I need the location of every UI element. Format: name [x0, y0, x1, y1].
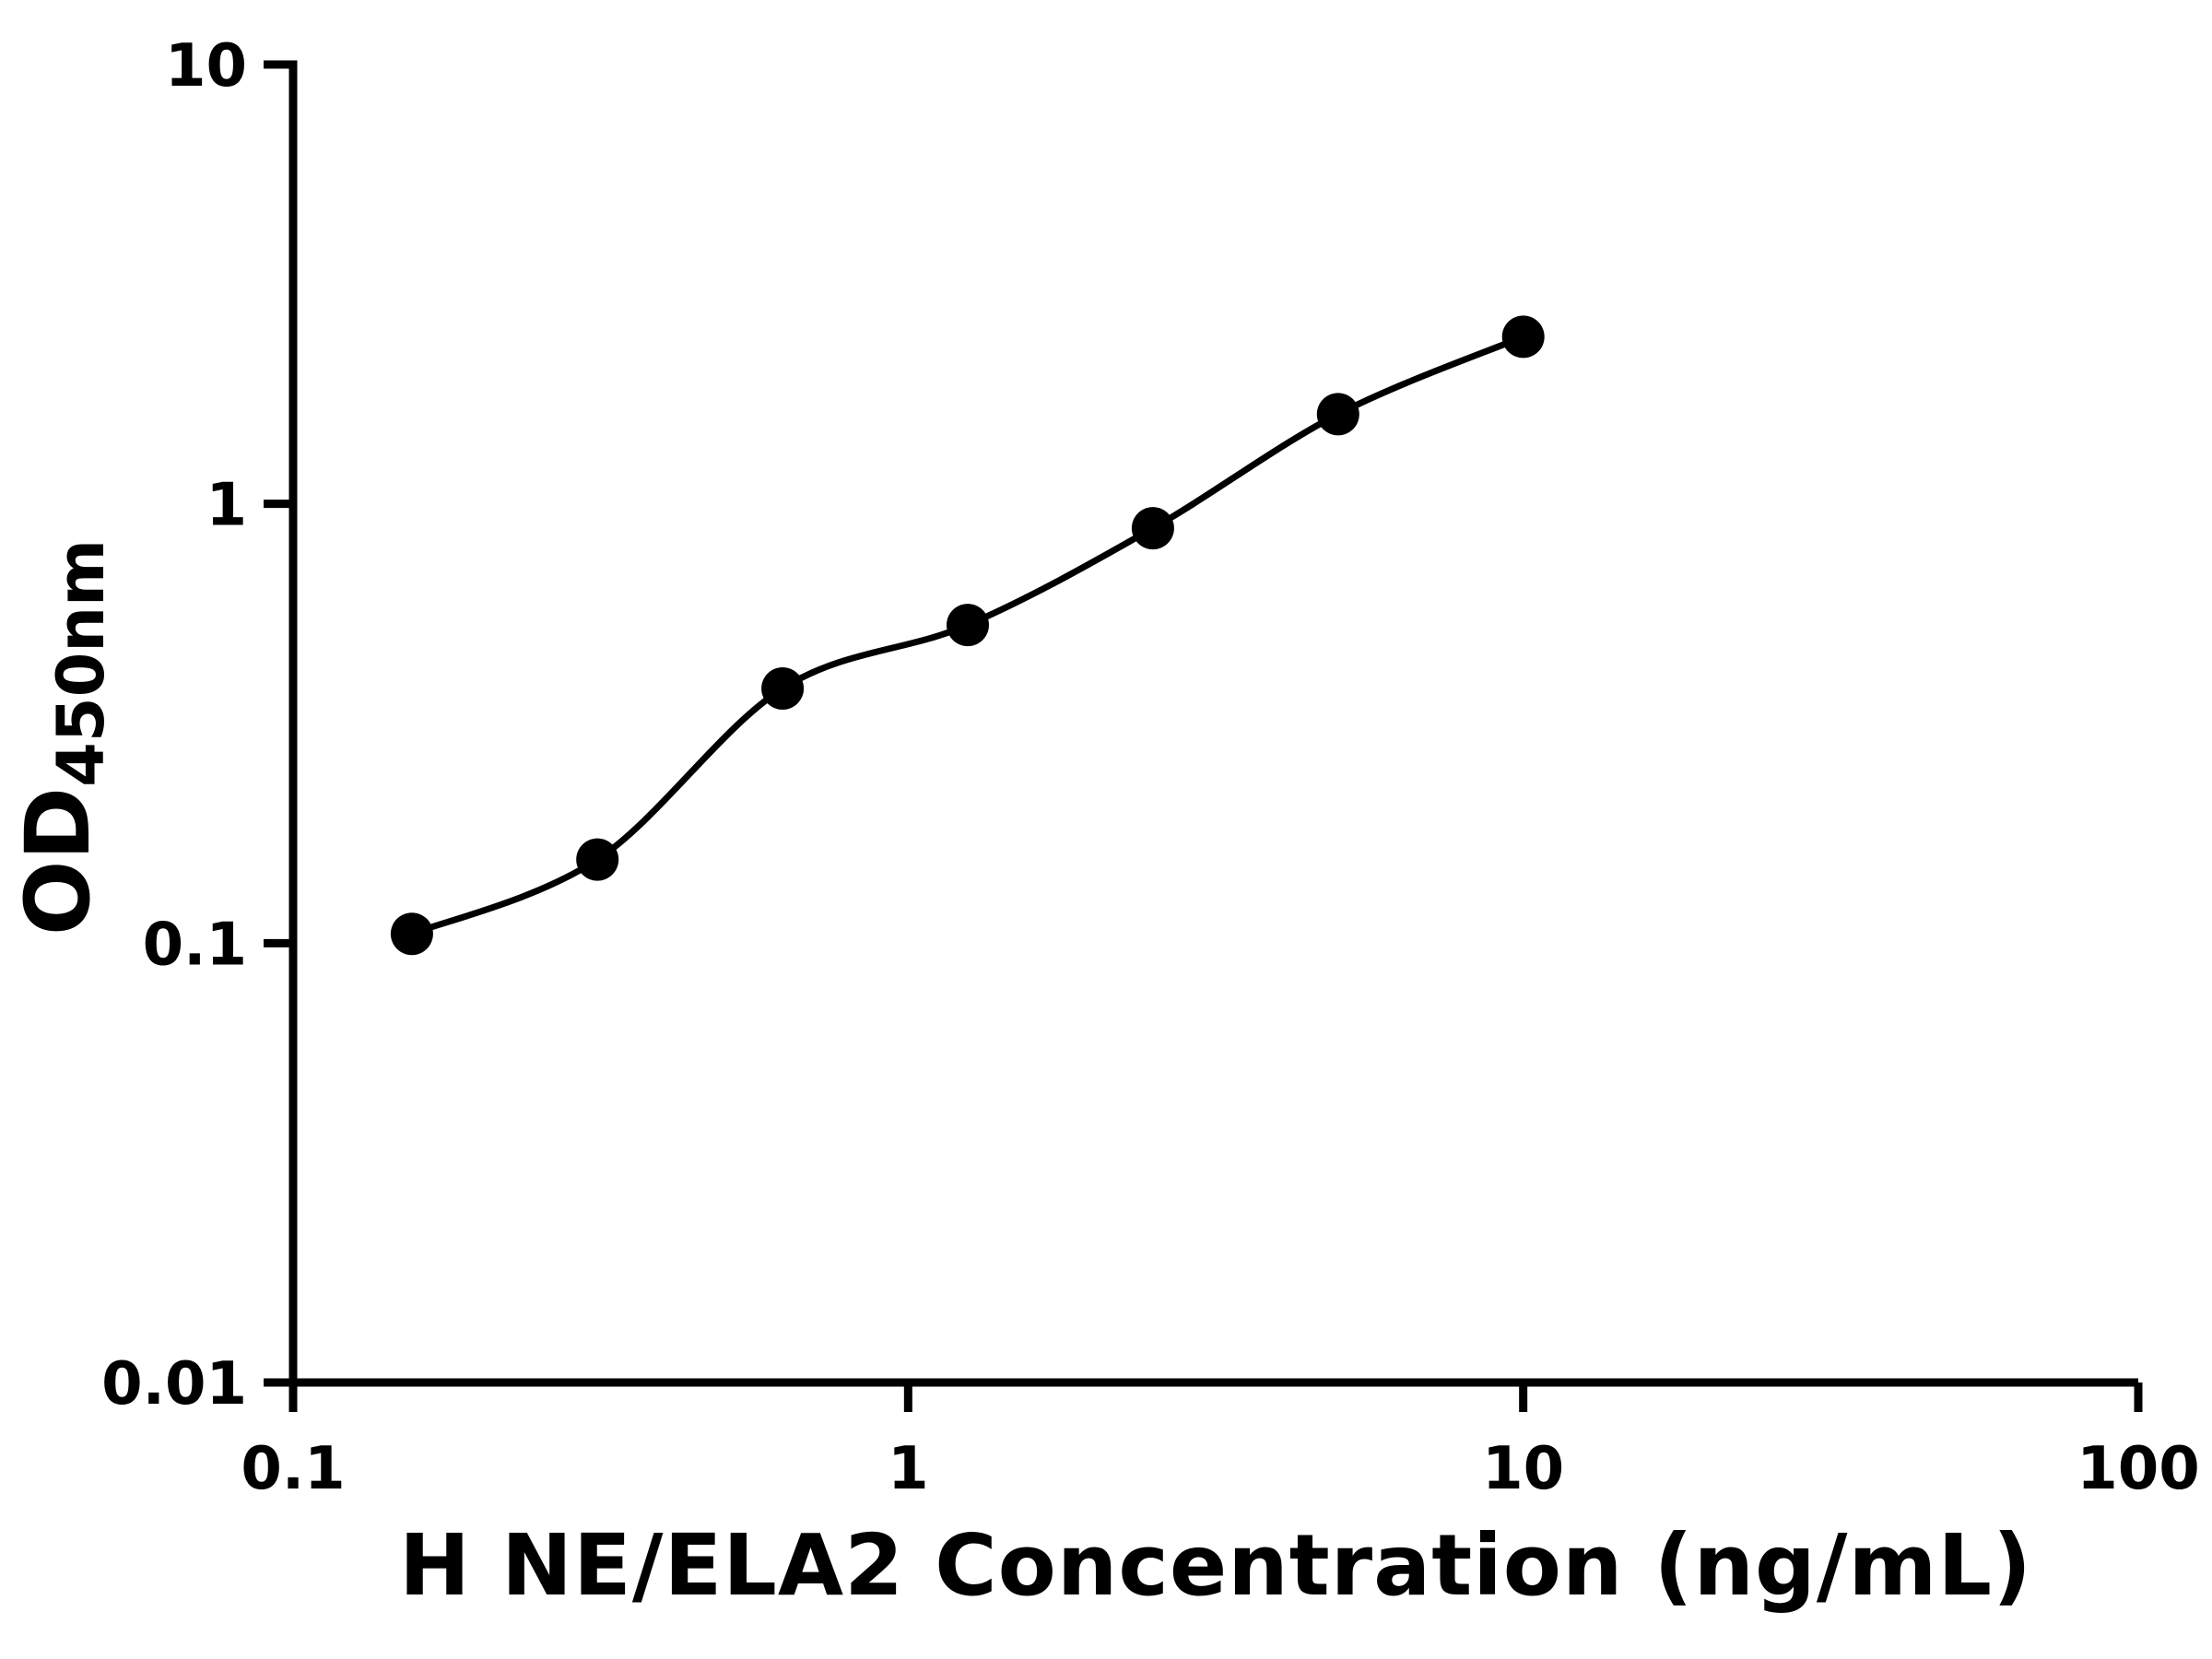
data-point: [576, 838, 619, 881]
data-point: [761, 667, 805, 710]
axis-lines: [288, 60, 2138, 1387]
y-tick-label: 0.1: [143, 911, 247, 979]
data-point: [1131, 507, 1174, 550]
x-tick-label: 1: [888, 1435, 929, 1503]
data-point: [390, 912, 433, 956]
x-tick-label: 0.1: [241, 1435, 345, 1503]
x-tick-label: 10: [1482, 1435, 1564, 1503]
data-point: [1316, 393, 1359, 436]
y-tick-label: 1: [206, 472, 247, 540]
y-axis-title: OD 450nm: [6, 415, 126, 1060]
y-axis-title-main: OD: [6, 786, 110, 936]
x-tick-label: 100: [2077, 1435, 2200, 1503]
data-point: [947, 604, 989, 647]
y-tick-label: 0.01: [101, 1350, 247, 1418]
y-axis-title-sub: 450nm: [43, 538, 119, 787]
data-point: [1501, 315, 1545, 359]
y-tick-label: 10: [165, 32, 247, 100]
x-axis-title: H NE/ELA2 Concentration (ng/mL): [398, 1516, 2033, 1615]
